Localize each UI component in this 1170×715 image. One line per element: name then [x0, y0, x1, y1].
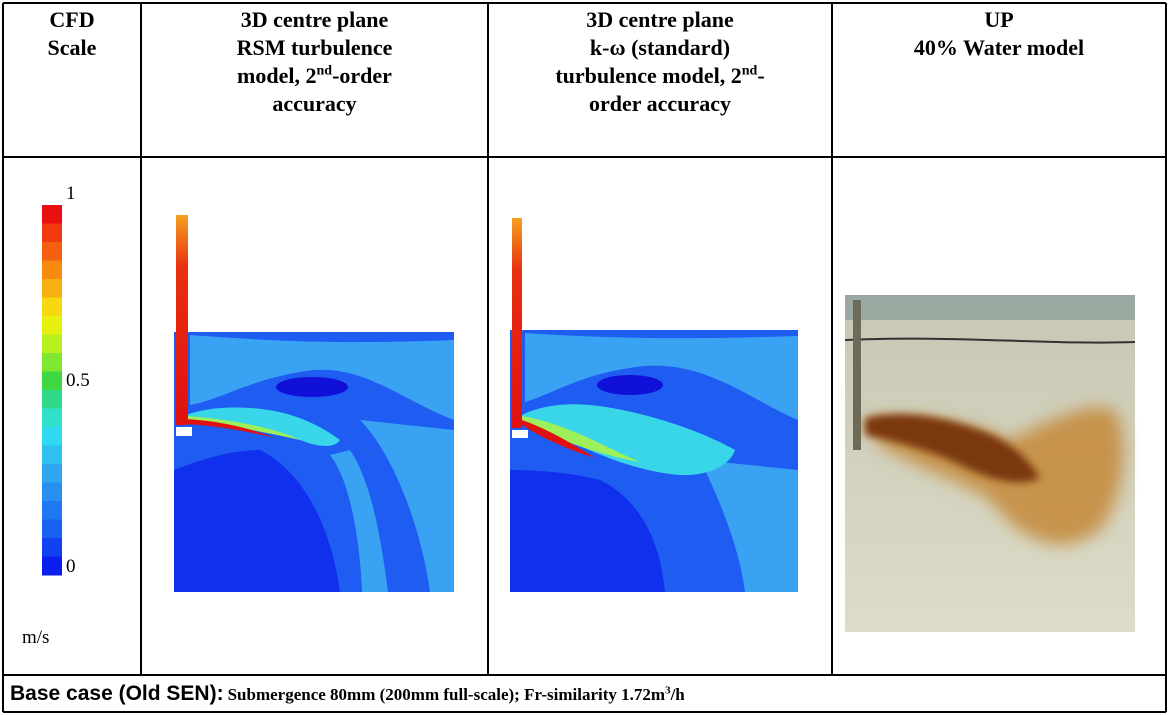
colorbar-segment — [42, 335, 62, 354]
header-text: RSM turbulence — [237, 35, 393, 60]
header-text: 40% Water model — [914, 35, 1084, 60]
colorbar-segment — [42, 464, 62, 483]
header-line: turbulence model, 2nd- — [488, 62, 832, 90]
header-line: 40% Water model — [832, 34, 1166, 62]
header-text: order accuracy — [589, 91, 731, 116]
colorbar-segment — [42, 427, 62, 446]
header-line: UP — [832, 6, 1166, 34]
header-text: - — [757, 63, 764, 88]
header-cell: UP 40% Water model — [832, 6, 1166, 62]
header-text: accuracy — [272, 91, 356, 116]
colorbar-segment — [42, 316, 62, 335]
header-line: model, 2nd-order — [141, 62, 488, 90]
colorbar-segment — [42, 409, 62, 428]
header-line: 3D centre plane — [141, 6, 488, 34]
footer-tail: /h — [671, 685, 685, 704]
header-text: 3D centre plane — [586, 7, 733, 32]
cfd-kw-plot — [510, 218, 798, 592]
superscript: nd — [742, 64, 758, 79]
colorbar-segment — [42, 501, 62, 520]
colorbar-segment — [42, 446, 62, 465]
header-cell: CFD Scale — [3, 6, 141, 62]
header-text: CFD — [49, 7, 94, 32]
header-line: Scale — [3, 34, 141, 62]
header-text: turbulence model, 2 — [555, 63, 741, 88]
header-text: -order — [332, 63, 392, 88]
colorbar-segment — [42, 390, 62, 409]
header-line: k-ω (standard) — [488, 34, 832, 62]
header-text: Scale — [48, 35, 97, 60]
footer-caption: Base case (Old SEN): Submergence 80mm (2… — [10, 682, 685, 706]
header-text: 3D centre plane — [241, 7, 388, 32]
colorbar — [42, 205, 62, 576]
colorbar-segment — [42, 261, 62, 280]
colorbar-segment — [42, 205, 62, 224]
colorbar-segment — [42, 353, 62, 372]
colorbar-segment — [42, 242, 62, 261]
scale-unit: m/s — [22, 627, 49, 649]
cfd-rsm-plot — [174, 215, 454, 592]
colorbar-segment — [42, 224, 62, 243]
colorbar-segment — [42, 483, 62, 502]
header-text: UP — [984, 7, 1013, 32]
colorbar-segment — [42, 279, 62, 298]
header-text: k-ω (standard) — [590, 35, 730, 60]
colorbar-segment — [42, 298, 62, 317]
colorbar-segment — [42, 372, 62, 391]
header-line: accuracy — [141, 90, 488, 118]
footer-text: Submergence 80mm (200mm full-scale); Fr-… — [228, 685, 665, 704]
colorbar-segment — [42, 538, 62, 557]
scale-label: 1 — [66, 183, 76, 205]
header-line: CFD — [3, 6, 141, 34]
colorbar-segment — [42, 557, 62, 576]
header-line: 3D centre plane — [488, 6, 832, 34]
superscript: nd — [317, 64, 333, 79]
footer-title: Base case (Old SEN): — [10, 682, 224, 705]
page: CFDScale3D centre planeRSM turbulencemod… — [0, 0, 1170, 715]
colorbar-segment — [42, 520, 62, 539]
scale-label: 0.5 — [66, 370, 90, 392]
water-model-photo — [845, 295, 1135, 632]
header-line: RSM turbulence — [141, 34, 488, 62]
scale-label: 0 — [66, 556, 76, 578]
header-text: model, 2 — [237, 63, 316, 88]
header-line: order accuracy — [488, 90, 832, 118]
